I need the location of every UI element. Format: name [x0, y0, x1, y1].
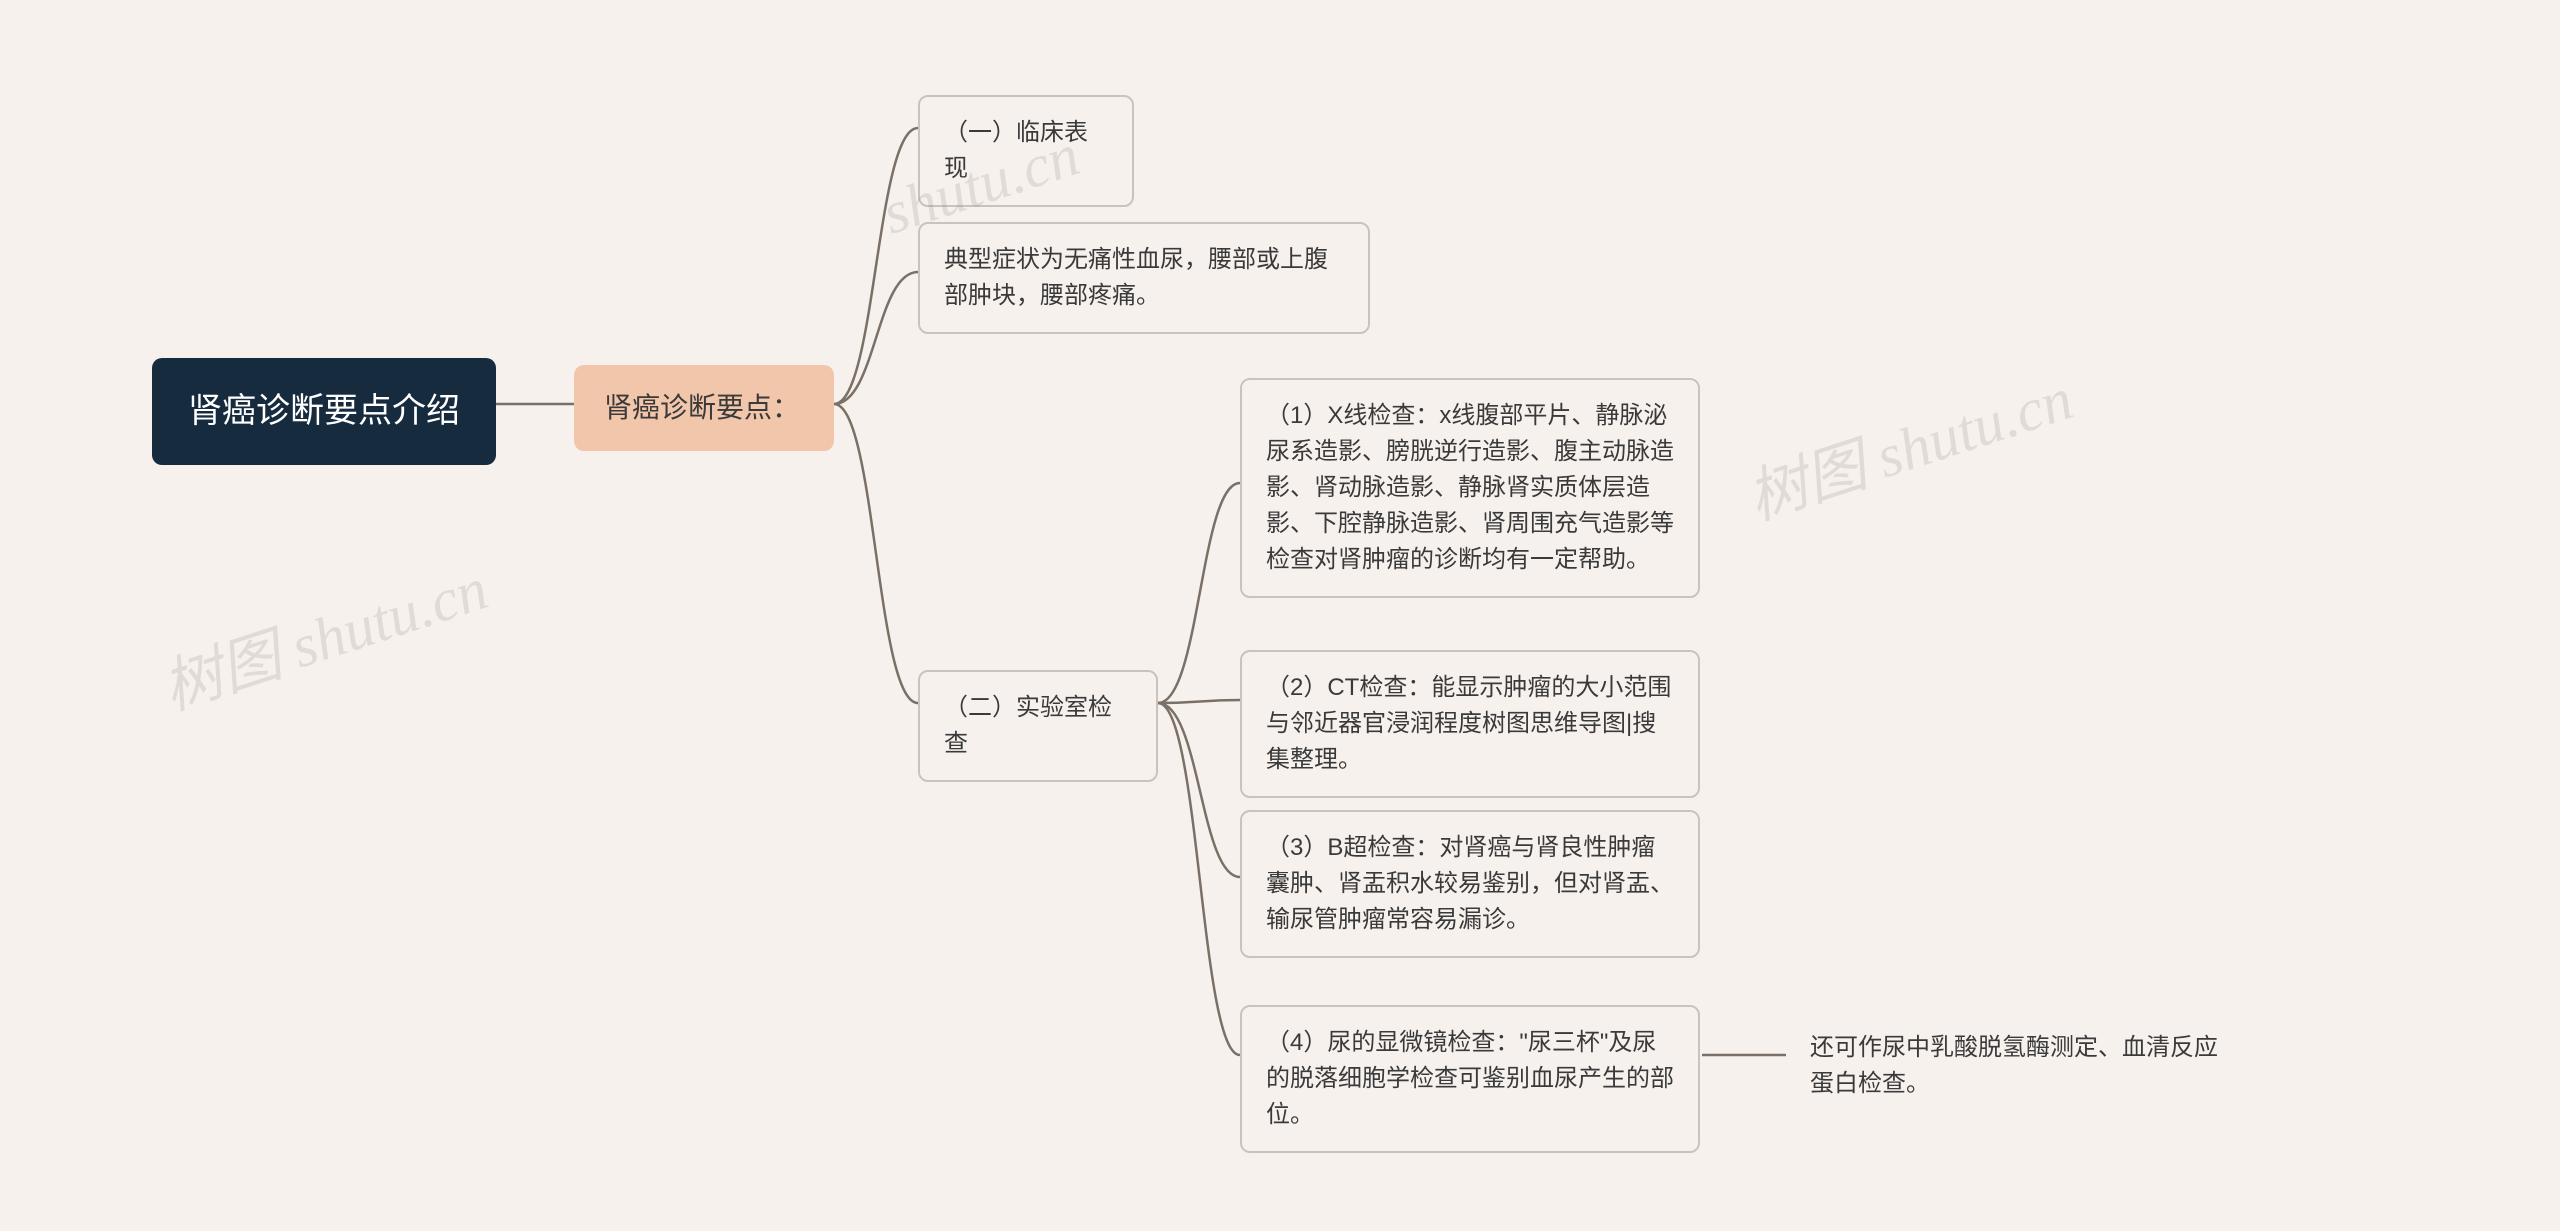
urine-node[interactable]: （4）尿的显微镜检查："尿三杯"及尿的脱落细胞学检查可鉴别血尿产生的部位。 — [1240, 1005, 1700, 1153]
watermark-text: 树图 shutu.cn — [1735, 350, 2082, 537]
bscan-node[interactable]: （3）B超检查：对肾癌与肾良性肿瘤囊肿、肾盂积水较易鉴别，但对肾盂、输尿管肿瘤常… — [1240, 810, 1700, 958]
mindmap-canvas: 肾癌诊断要点介绍 肾癌诊断要点： （一）临床表现 典型症状为无痛性血尿，腰部或上… — [0, 0, 2560, 1231]
watermark-text: 树图 shutu.cn — [150, 540, 497, 727]
ct-node[interactable]: （2）CT检查：能显示肿瘤的大小范围与邻近器官浸润程度树图思维导图|搜集整理。 — [1240, 650, 1700, 798]
urine-extra-node[interactable]: 还可作尿中乳酸脱氢酶测定、血清反应蛋白检查。 — [1786, 1012, 2256, 1120]
clinical-desc-node[interactable]: 典型症状为无痛性血尿，腰部或上腹部肿块，腰部疼痛。 — [918, 222, 1370, 334]
clinical-title-node[interactable]: （一）临床表现 — [918, 95, 1134, 207]
root-node[interactable]: 肾癌诊断要点介绍 — [152, 358, 496, 465]
lab-title-node[interactable]: （二）实验室检查 — [918, 670, 1158, 782]
xray-node[interactable]: （1）X线检查：x线腹部平片、静脉泌尿系造影、膀胱逆行造影、腹主动脉造影、肾动脉… — [1240, 378, 1700, 598]
level1-node[interactable]: 肾癌诊断要点： — [574, 365, 834, 451]
